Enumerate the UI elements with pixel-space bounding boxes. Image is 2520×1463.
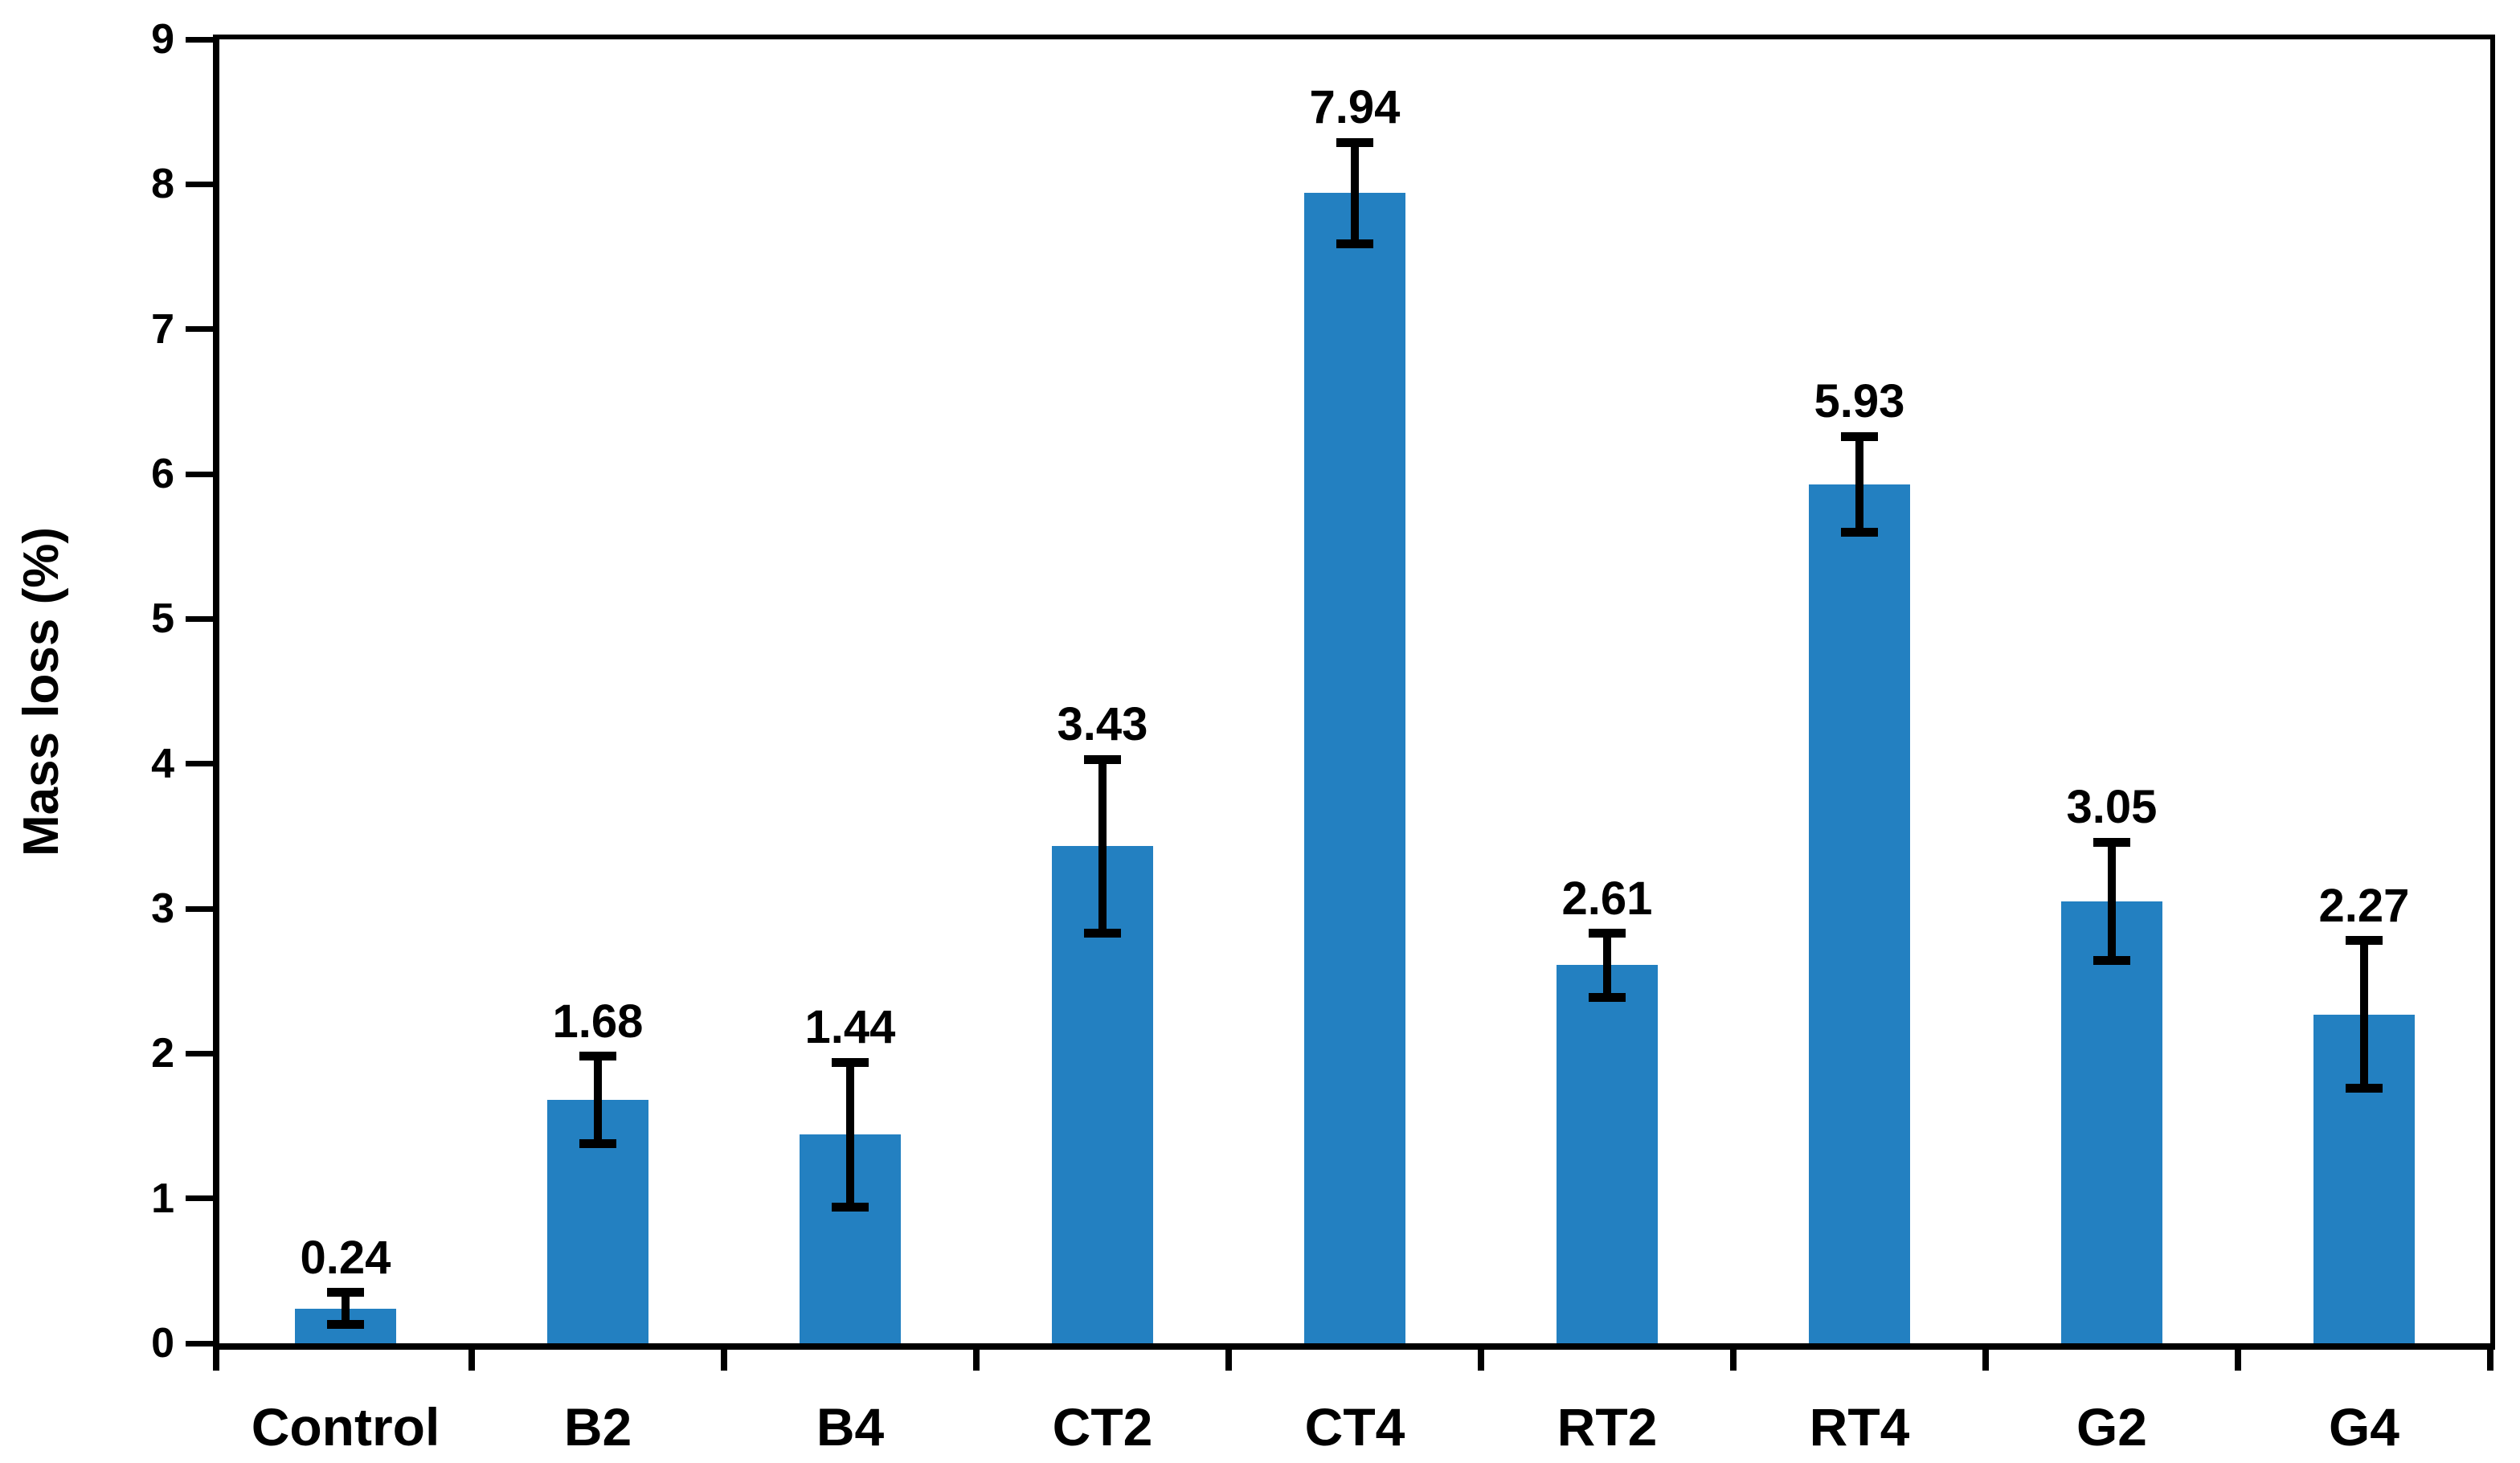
error-bar-ct2	[1098, 759, 1107, 934]
error-bar-ct4	[1351, 142, 1359, 244]
x-axis-tick	[1225, 1350, 1232, 1371]
error-bar-cap-bottom-g4	[2346, 1084, 2383, 1093]
error-bar-cap-top-ct4	[1336, 137, 1373, 147]
y-axis-tick	[186, 1050, 213, 1056]
value-label-rt2: 2.61	[1561, 872, 1653, 925]
x-axis-tick	[1478, 1350, 1484, 1371]
value-label-control: 0.24	[300, 1231, 391, 1284]
bar-g2	[2061, 901, 2162, 1343]
error-bar-cap-top-b2	[579, 1052, 616, 1061]
y-axis-tick	[186, 36, 213, 43]
y-axis-tick-label: 8	[151, 161, 174, 208]
x-axis-label-ct2: CT2	[1052, 1397, 1153, 1457]
error-bar-cap-top-b4	[832, 1057, 869, 1067]
value-label-g2: 3.05	[2066, 781, 2158, 834]
y-axis-tick	[186, 761, 213, 767]
error-bar-cap-bottom-b2	[579, 1138, 616, 1148]
y-axis-tick	[186, 181, 213, 187]
y-axis-tick	[186, 1340, 213, 1347]
y-axis-tick	[186, 615, 213, 622]
value-label-ct2: 3.43	[1057, 698, 1148, 751]
bar-rt2	[1557, 965, 1658, 1343]
y-axis-tick-label: 9	[151, 16, 174, 63]
x-axis-tick	[1730, 1350, 1737, 1371]
error-bar-g4	[2360, 940, 2368, 1089]
error-bar-g2	[2108, 842, 2116, 961]
x-axis-label-rt4: RT4	[1809, 1397, 1910, 1457]
value-label-rt4: 5.93	[1814, 375, 1905, 428]
error-bar-cap-bottom-control	[327, 1320, 364, 1330]
y-axis-tick-label: 0	[151, 1320, 174, 1367]
error-bar-b4	[846, 1062, 854, 1208]
x-axis-tick	[2235, 1350, 2241, 1371]
y-axis-tick-label: 6	[151, 451, 174, 497]
plot-area	[213, 35, 2495, 1350]
value-label-b4: 1.44	[804, 1001, 896, 1054]
error-bar-cap-top-rt4	[1841, 431, 1878, 441]
y-axis-tick-label: 4	[151, 740, 174, 787]
error-bar-cap-bottom-rt2	[1589, 992, 1626, 1002]
x-axis-label-ct4: CT4	[1304, 1397, 1405, 1457]
error-bar-cap-top-control	[327, 1288, 364, 1297]
error-bar-cap-top-ct2	[1084, 754, 1121, 764]
y-axis-tick	[186, 1195, 213, 1202]
x-axis-label-control: Control	[251, 1397, 440, 1457]
value-label-ct4: 7.94	[1309, 81, 1401, 134]
error-bar-cap-bottom-b4	[832, 1202, 869, 1212]
bar-rt4	[1809, 484, 1910, 1343]
error-bar-cap-bottom-rt4	[1841, 527, 1878, 537]
x-axis-tick	[468, 1350, 475, 1371]
value-label-g4: 2.27	[2318, 879, 2410, 932]
error-bar-cap-top-rt2	[1589, 929, 1626, 938]
x-axis-label-rt2: RT2	[1557, 1397, 1658, 1457]
x-axis-label-b2: B2	[563, 1397, 632, 1457]
y-axis-tick-label: 3	[151, 885, 174, 932]
error-bar-cap-bottom-ct4	[1336, 239, 1373, 248]
error-bar-cap-bottom-ct2	[1084, 929, 1121, 938]
error-bar-control	[342, 1292, 350, 1325]
y-axis-title: Mass loss (%)	[14, 526, 69, 857]
error-bar-rt4	[1855, 436, 1863, 533]
y-axis-tick-label: 2	[151, 1030, 174, 1077]
x-axis-label-b4: B4	[816, 1397, 885, 1457]
value-label-b2: 1.68	[552, 995, 644, 1048]
x-axis-tick	[973, 1350, 980, 1371]
bar-ct4	[1304, 193, 1405, 1343]
error-bar-cap-top-g2	[2093, 837, 2130, 847]
error-bar-b2	[594, 1056, 602, 1144]
error-bar-rt2	[1603, 933, 1611, 997]
x-axis-label-g4: G4	[2328, 1397, 2400, 1457]
x-axis-tick	[213, 1350, 219, 1371]
y-axis-tick	[186, 326, 213, 333]
error-bar-cap-bottom-g2	[2093, 956, 2130, 966]
error-bar-cap-top-g4	[2346, 936, 2383, 946]
x-axis-tick	[2487, 1350, 2493, 1371]
y-axis-tick	[186, 905, 213, 912]
y-axis-tick-label: 7	[151, 305, 174, 353]
x-axis-tick	[721, 1350, 727, 1371]
y-axis-tick	[186, 471, 213, 477]
y-axis-tick-label: 1	[151, 1175, 174, 1222]
x-axis-tick	[1982, 1350, 1989, 1371]
y-axis-tick-label: 5	[151, 595, 174, 643]
x-axis-label-g2: G2	[2076, 1397, 2148, 1457]
